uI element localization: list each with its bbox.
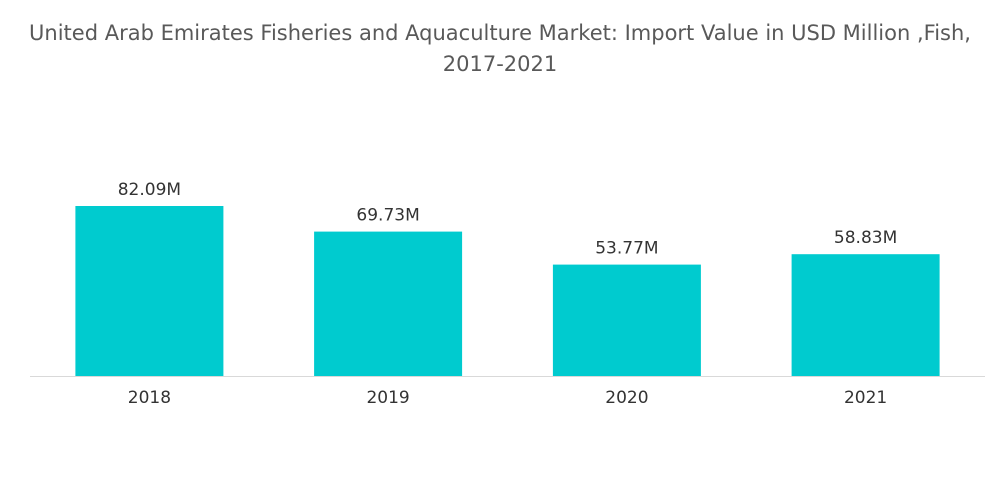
chart-title-line-2: 2017-2021: [442, 52, 558, 76]
bar-2020: [552, 264, 701, 376]
x-tick-labels-group: 2018 2019 2020 2021: [128, 388, 887, 408]
chart-title-line-1: United Arab Emirates Fisheries and Aquac…: [29, 21, 971, 45]
value-label-2020: 53.77M: [595, 239, 658, 259]
value-label-2018: 82.09M: [118, 180, 181, 200]
x-tick-label-2018: 2018: [128, 388, 171, 408]
bar-2019: [314, 231, 463, 376]
x-tick-label-2020: 2020: [605, 388, 648, 408]
bar-2021: [791, 254, 940, 376]
value-labels-group: 82.09M 69.73M 53.77M 58.83M: [118, 180, 898, 259]
x-tick-label-2019: 2019: [366, 388, 409, 408]
bar-2018: [75, 206, 224, 376]
bars-group: [75, 206, 940, 376]
value-label-2021: 58.83M: [834, 228, 897, 248]
chart-title: United Arab Emirates Fisheries and Aquac…: [0, 18, 1000, 80]
value-label-2019: 69.73M: [356, 206, 419, 226]
x-tick-label-2021: 2021: [844, 388, 887, 408]
